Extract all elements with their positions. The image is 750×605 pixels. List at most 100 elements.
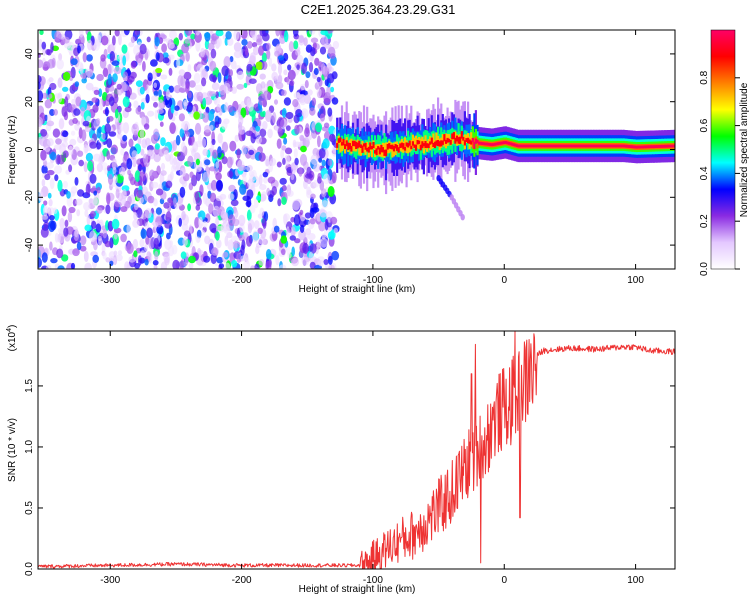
spectrogram-noise-cell	[243, 82, 248, 88]
spectrogram-signal-cell	[597, 144, 600, 148]
spectrogram-signal-cell	[604, 144, 607, 148]
snr-multiplier-prefix: (x10	[7, 331, 18, 351]
spectrogram-noise-cell	[197, 95, 203, 102]
spectrogram-noise-cell	[106, 165, 111, 172]
spectrogram-signal-cell	[613, 144, 616, 148]
spectrogram-noise-cell	[156, 225, 164, 235]
spectrogram-signal-cell	[550, 144, 553, 148]
spectrogram-signal-cell	[649, 145, 652, 149]
spectrogram-noise-cell	[76, 241, 82, 251]
spectrogram-noise-cell	[224, 102, 229, 113]
spectrogram-signal-cell	[574, 144, 577, 148]
spectrogram-noise-cell	[173, 110, 178, 116]
spectrogram-signal-cell	[424, 141, 427, 149]
spectrogram-noise-cell	[185, 51, 190, 62]
spectrogram-signal-cell	[432, 142, 435, 147]
spectrogram-noise-cell	[57, 179, 63, 192]
spectrogram-noise-cell	[231, 260, 238, 268]
spectrogram-signal-cell	[427, 143, 430, 149]
spectrogram-noise-cell	[49, 177, 55, 190]
spectrogram-noise-cell	[44, 173, 51, 181]
spectrogram-noise-cell	[323, 122, 330, 129]
spectrogram-noise-cell	[96, 142, 102, 150]
spectrogram-noise-cell	[294, 238, 301, 244]
spectrogram-noise-cell	[183, 230, 191, 237]
spectrogram-noise-cell	[108, 96, 115, 107]
spectrogram-noise-cell	[83, 161, 88, 173]
spectrogram-signal-cell	[616, 144, 619, 148]
spectrogram-noise-cell	[140, 213, 147, 220]
spectrogram-y-tick-label: 40	[24, 48, 35, 60]
spectrogram-signal-cell	[359, 144, 362, 156]
spectrogram-signal-cell	[432, 133, 435, 148]
colorbar: 0.0 0.2 0.4 0.6 0.8 Normalized spectral ampl…	[699, 29, 750, 276]
spectrogram-noise-cell	[236, 70, 245, 80]
spectrogram-noise-cell	[309, 218, 316, 225]
spectrogram-noise-cell	[207, 42, 215, 51]
spectrogram-noise-cell	[49, 215, 55, 221]
spectrogram-noise-cell	[209, 124, 214, 131]
spectrogram-noise-cell	[240, 107, 247, 118]
spectrogram-noise-cell	[170, 104, 175, 114]
spectrogram-noise-cell	[55, 138, 62, 145]
spectrogram-noise-cell	[83, 202, 91, 211]
spectrogram-signal-cell	[366, 148, 369, 152]
spectrogram-noise-cell	[59, 217, 65, 230]
spectrogram-signal-cell	[348, 143, 351, 150]
spectrogram-noise-cell	[261, 191, 267, 198]
spectrogram-noise-cell	[131, 150, 138, 159]
spectrogram-noise-cell	[286, 226, 290, 238]
spectrogram-noise-cell	[139, 43, 147, 55]
spectrogram-noise-cell	[281, 107, 287, 118]
spectrogram-noise-cell	[176, 57, 181, 69]
spectrogram-signal-cell	[569, 144, 572, 148]
spectrogram-noise-cell	[259, 128, 267, 138]
spectrogram-noise-cell	[106, 138, 113, 149]
spectrogram-noise-cell	[160, 162, 166, 171]
spectrogram-noise-cell	[299, 224, 305, 233]
spectrogram-noise-cell	[85, 183, 91, 196]
spectrogram-noise-cell	[259, 207, 265, 217]
spectrogram-noise-cell	[229, 69, 233, 77]
spectrogram-signal-cell	[426, 130, 429, 152]
spectrogram-noise-cell	[164, 222, 173, 229]
spectrogram-signal-cell	[429, 141, 432, 145]
spectrogram-signal-cell	[370, 146, 373, 150]
spectrogram-noise-cell	[91, 97, 99, 103]
spectrogram-signal-cell	[452, 132, 455, 140]
spectrogram-noise-cell	[193, 72, 201, 84]
spectrogram-noise-cell	[179, 260, 184, 269]
snr-x-tick-label: 100	[627, 575, 644, 586]
spectrogram-noise-cell	[110, 144, 118, 155]
spectrogram-noise-cell	[169, 240, 174, 248]
spectrogram-noise-cell	[46, 114, 52, 122]
spectrogram-noise-cell	[183, 71, 192, 80]
spectrogram-noise-cell	[224, 37, 229, 46]
spectrogram-noise-cell	[91, 185, 96, 192]
spectrogram-signal-cell	[626, 144, 629, 148]
spectrogram-noise-cell	[233, 240, 238, 251]
spectrogram-noise-cell	[109, 51, 116, 62]
spectrogram-noise-cell	[298, 34, 305, 46]
spectrogram-noise-cell	[303, 37, 308, 47]
spectrogram-x-tick-label: -200	[232, 275, 252, 286]
spectrogram-noise-cell	[120, 206, 128, 213]
spectrogram-noise-cell	[211, 138, 216, 146]
spectrogram-noise-cell	[310, 154, 319, 166]
spectrogram-noise-cell	[131, 123, 139, 136]
spectrogram-signal-cell	[414, 144, 418, 151]
spectrogram-signal-cell	[347, 142, 350, 151]
spectrogram-noise-cell	[229, 140, 237, 152]
spectrogram-noise-cell	[178, 113, 185, 122]
spectrogram-noise-cell	[271, 186, 277, 196]
spectrogram-signal-cell	[645, 145, 648, 149]
spectrogram-noise-cell	[281, 185, 287, 192]
spectrogram-noise-cell	[218, 263, 225, 269]
spectrogram-signal-cell	[490, 143, 493, 147]
spectrogram-signal-cell	[656, 145, 659, 148]
spectrogram-signal-cell	[356, 142, 359, 149]
spectrogram-signal-cell	[377, 144, 380, 156]
spectrogram-noise-cell	[321, 159, 326, 167]
spectrogram-noise-cell	[263, 177, 268, 184]
